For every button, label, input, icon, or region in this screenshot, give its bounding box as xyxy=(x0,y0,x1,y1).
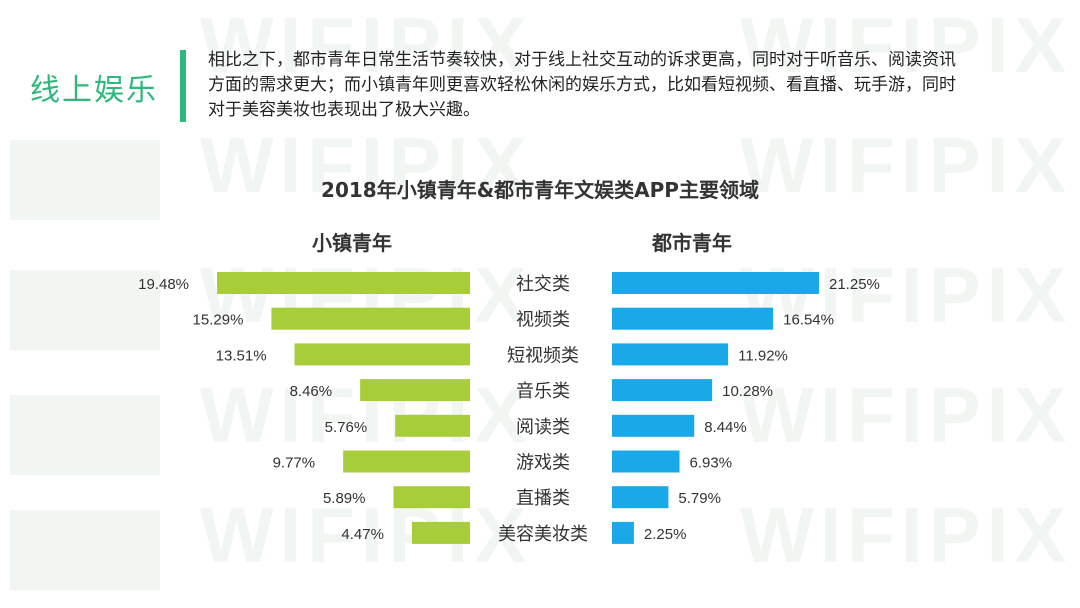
left-bar xyxy=(294,343,470,366)
right-bar xyxy=(612,521,634,544)
section-title: 线上娱乐 xyxy=(30,73,158,108)
right-data-label: 2.25% xyxy=(644,526,687,543)
right-data-label: 8.44% xyxy=(704,419,747,436)
right-data-label: 5.79% xyxy=(678,490,721,507)
right-bar xyxy=(612,379,713,402)
category-label: 直播类 xyxy=(516,488,570,509)
right-bar xyxy=(612,414,695,437)
right-data-label: 6.93% xyxy=(690,455,733,472)
title-divider xyxy=(180,50,186,122)
left-data-label: 13.51% xyxy=(216,347,267,364)
left-series-label: 小镇青年 xyxy=(312,231,392,255)
category-label: 短视频类 xyxy=(507,345,579,366)
right-data-label: 10.28% xyxy=(722,383,773,400)
right-bar xyxy=(612,307,774,330)
intro-paragraph: 相比之下，都市青年日常生活节奏较快，对于线上社交互动的诉求更高，同时对于听音乐、… xyxy=(208,50,956,120)
left-data-label: 19.48% xyxy=(138,276,189,293)
chart-title: 2018年小镇青年&都市青年文娱类APP主要领域 xyxy=(321,178,759,202)
right-data-label: 11.92% xyxy=(738,347,788,364)
left-bar xyxy=(271,307,470,330)
right-bar xyxy=(612,343,729,366)
left-bar xyxy=(343,450,470,473)
left-bar xyxy=(395,414,470,437)
left-data-label: 8.46% xyxy=(290,383,333,400)
category-label: 视频类 xyxy=(516,310,570,331)
category-label: 游戏类 xyxy=(516,453,570,474)
right-data-label: 21.25% xyxy=(829,276,880,293)
right-data-label: 16.54% xyxy=(783,312,834,329)
left-data-label: 15.29% xyxy=(193,312,244,329)
right-bar xyxy=(612,486,669,509)
left-bar xyxy=(411,521,470,544)
left-data-label: 5.76% xyxy=(325,419,368,436)
category-label: 阅读类 xyxy=(516,417,570,438)
right-bar xyxy=(612,272,819,294)
category-label: 音乐类 xyxy=(516,381,570,402)
left-data-label: 4.47% xyxy=(341,526,384,543)
left-bar xyxy=(217,272,470,294)
category-label: 社交类 xyxy=(516,274,570,295)
left-bar xyxy=(360,379,470,402)
left-bar xyxy=(393,486,470,509)
left-data-label: 9.77% xyxy=(273,455,316,472)
category-label: 美容美妆类 xyxy=(498,524,588,545)
left-data-label: 5.89% xyxy=(323,490,366,507)
right-series-label: 都市青年 xyxy=(652,231,732,255)
right-bar xyxy=(612,450,680,473)
